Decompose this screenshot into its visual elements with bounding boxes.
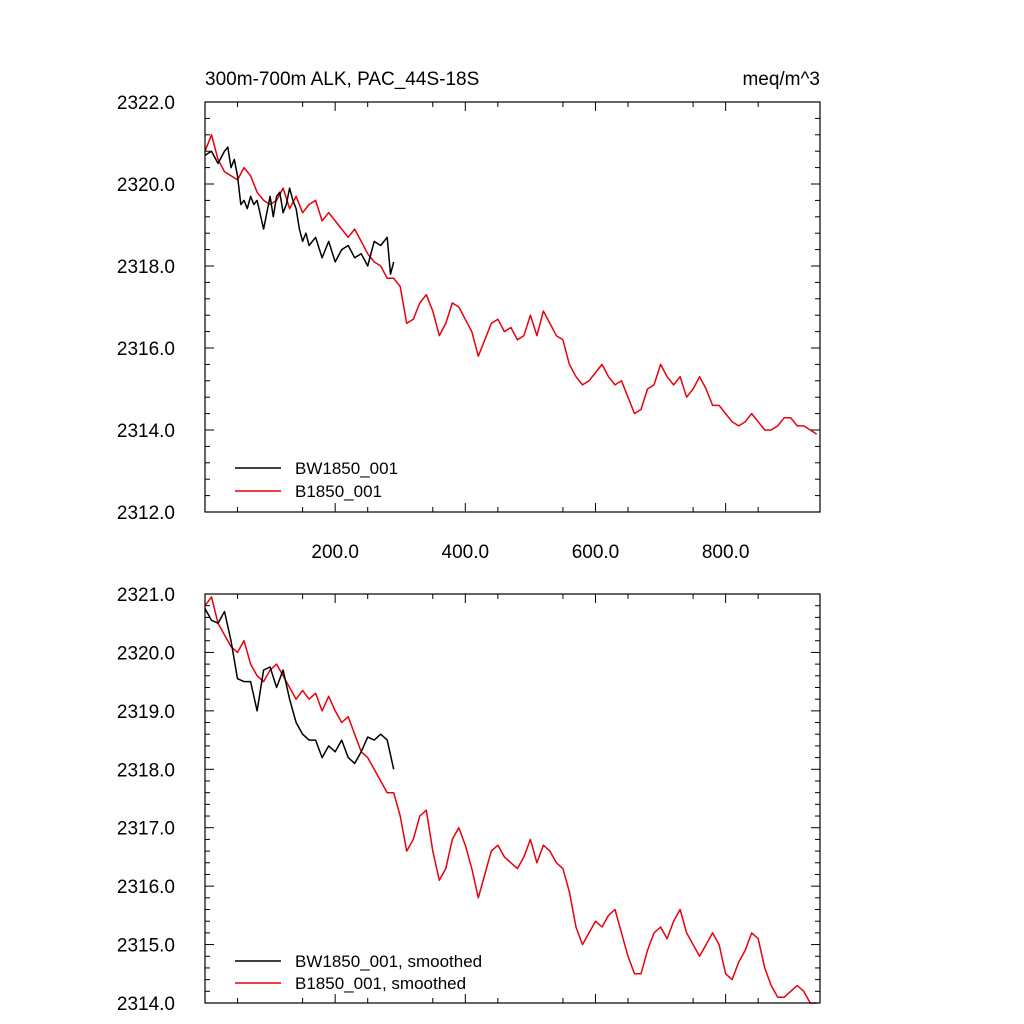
chart-units: meq/m^3 bbox=[742, 69, 820, 90]
y-tick-label: 2321.0 bbox=[117, 585, 175, 606]
y-tick-label: 2316.0 bbox=[117, 877, 175, 898]
bottom-legend: BW1850_001, smoothed B1850_001, smoothed bbox=[235, 952, 482, 993]
bottom-plot-series bbox=[204, 596, 817, 1004]
legend-label-b1850: B1850_001 bbox=[295, 482, 382, 501]
y-tick-label: 2320.0 bbox=[117, 643, 175, 664]
y-tick-label: 2316.0 bbox=[117, 339, 175, 360]
top-plot-frame bbox=[204, 101, 821, 513]
series-line-bw1850-001-smoothed bbox=[204, 608, 395, 770]
top-plot-series bbox=[204, 134, 818, 435]
bottom-axes-ticks: 2314.0 2315.0 2316.0 2317.0 2318.0 2319.0 2320… bbox=[117, 585, 820, 1015]
top-panel: 300m-700m ALK, PAC_44S-18S meq/m^3 2312.… bbox=[117, 69, 821, 563]
legend-label-b1850-smoothed: B1850_001, smoothed bbox=[295, 974, 466, 993]
y-tick-label: 2319.0 bbox=[117, 702, 175, 723]
series-line-bw1850-001 bbox=[204, 146, 395, 275]
y-tick-label: 2320.0 bbox=[117, 175, 175, 196]
y-tick-label: 2317.0 bbox=[117, 819, 175, 840]
series-line-b1850-001-smoothed bbox=[204, 596, 817, 1004]
top-legend: BW1850_001 B1850_001 bbox=[235, 459, 398, 501]
legend-label-bw1850: BW1850_001 bbox=[295, 459, 398, 478]
y-tick-label: 2312.0 bbox=[117, 503, 175, 524]
bottom-plot-frame bbox=[204, 593, 821, 1004]
top-axes-ticks: 2312.0 2314.0 2316.0 2318.0 2320.0 2322.0 200.… bbox=[117, 93, 820, 563]
series-line-b1850-001 bbox=[204, 134, 818, 435]
y-tick-label: 2318.0 bbox=[117, 257, 175, 278]
y-tick-label: 2314.0 bbox=[117, 421, 175, 442]
bottom-panel: 2314.0 2315.0 2316.0 2317.0 2318.0 2319.0 2320… bbox=[117, 585, 821, 1015]
y-tick-label: 2315.0 bbox=[117, 936, 175, 957]
y-tick-label: 2314.0 bbox=[117, 994, 175, 1015]
x-tick-label: 600.0 bbox=[572, 542, 620, 563]
x-tick-label: 200.0 bbox=[311, 542, 359, 563]
x-tick-label: 400.0 bbox=[442, 542, 490, 563]
x-tick-label: 800.0 bbox=[702, 542, 750, 563]
chart-title: 300m-700m ALK, PAC_44S-18S bbox=[205, 69, 479, 90]
y-tick-label: 2318.0 bbox=[117, 760, 175, 781]
legend-label-bw1850-smoothed: BW1850_001, smoothed bbox=[295, 952, 482, 971]
y-tick-label: 2322.0 bbox=[117, 93, 175, 114]
